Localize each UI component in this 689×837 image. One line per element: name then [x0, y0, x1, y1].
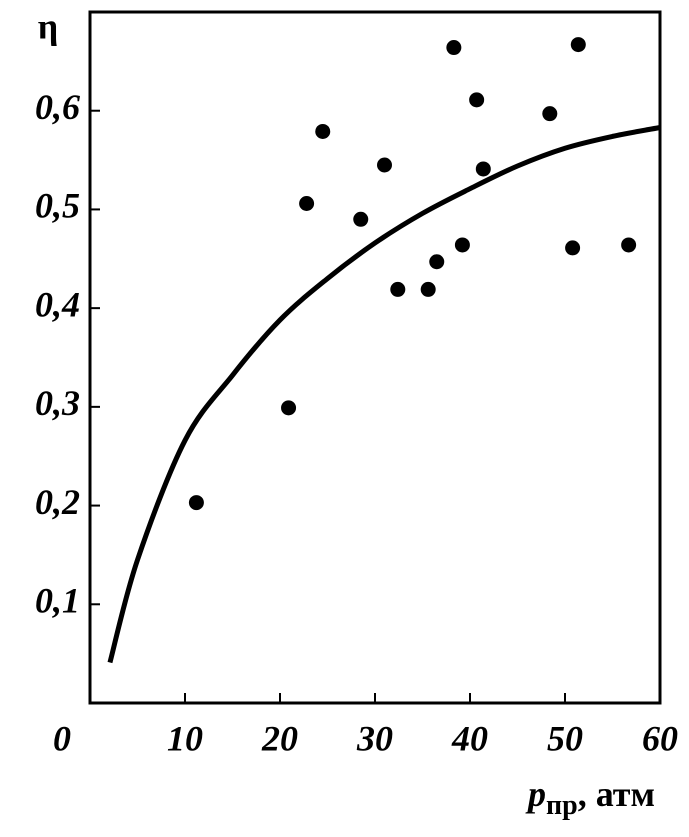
x-tick-label: 20: [261, 718, 298, 758]
x-label-subscript: пр: [546, 790, 578, 821]
x-axis-label: pпр, атм: [525, 774, 655, 821]
x-tick-label: 0: [53, 718, 71, 758]
data-point: [420, 281, 436, 297]
data-point: [454, 237, 470, 253]
fit-curve: [107, 125, 661, 664]
data-point: [475, 161, 491, 177]
data-point: [353, 211, 369, 227]
data-point: [377, 157, 392, 173]
data-point: [315, 123, 331, 139]
data-point: [446, 40, 462, 56]
y-tick-label: 0,5: [35, 186, 80, 226]
data-point: [299, 196, 315, 212]
x-tick-label: 30: [356, 718, 393, 758]
data-point: [188, 495, 204, 511]
y-axis-label: η: [38, 6, 58, 46]
y-tick-label: 0,2: [35, 482, 80, 522]
data-point: [565, 240, 581, 256]
x-tick-label: 40: [451, 718, 488, 758]
y-tick-label: 0,3: [35, 383, 80, 423]
x-label-unit: , атм: [578, 774, 655, 814]
data-point: [281, 400, 297, 416]
data-point: [542, 106, 558, 122]
x-tick-label: 60: [642, 718, 678, 758]
data-point: [390, 281, 406, 297]
data-point: [621, 237, 637, 253]
x-label-symbol: p: [525, 774, 546, 814]
y-tick-label: 0,6: [35, 87, 80, 127]
plot-frame: [88, 10, 662, 705]
y-tick-label: 0,1: [35, 581, 80, 621]
data-point: [469, 92, 485, 108]
x-tick-label: 50: [547, 718, 583, 758]
data-point: [429, 254, 445, 270]
data-point: [570, 37, 586, 53]
x-tick-label: 10: [167, 718, 203, 758]
y-tick-label: 0,4: [35, 284, 80, 324]
